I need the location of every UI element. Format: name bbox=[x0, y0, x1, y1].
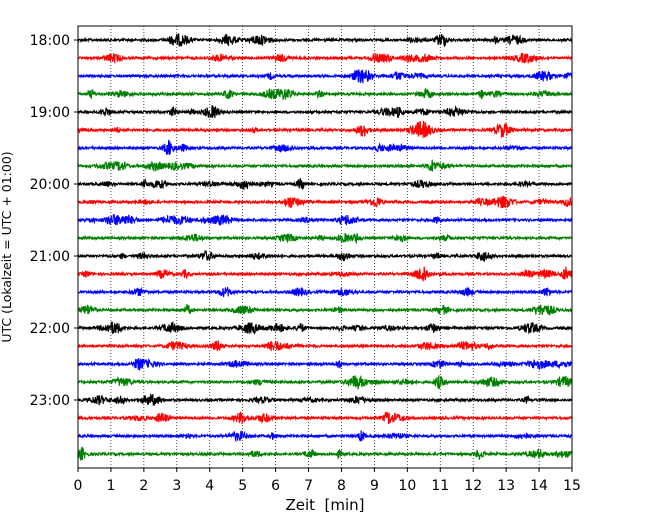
trace-line bbox=[77, 375, 573, 390]
trace-line bbox=[77, 340, 573, 352]
trace-line bbox=[77, 159, 573, 173]
trace-line bbox=[77, 213, 573, 226]
x-axis-ticks: 0 1 2 3 4 5 6 7 8 9 10 11 12 13 14 15 bbox=[74, 468, 581, 494]
x-tick-label: 6 bbox=[271, 478, 280, 494]
x-tick-label: 2 bbox=[139, 478, 148, 494]
x-tick-label: 12 bbox=[464, 478, 482, 494]
trace-line bbox=[77, 357, 573, 371]
y-tick-label: 18:00 bbox=[30, 33, 70, 49]
x-tick-label: 8 bbox=[337, 478, 346, 494]
trace-line bbox=[77, 120, 572, 139]
y-tick-label: 22:00 bbox=[30, 321, 70, 337]
x-tick-label: 10 bbox=[398, 478, 416, 494]
trace-line bbox=[77, 266, 573, 282]
trace-line bbox=[77, 392, 573, 407]
trace-line bbox=[77, 87, 573, 100]
y-tick-label: 21:00 bbox=[30, 249, 70, 265]
trace-line bbox=[77, 446, 573, 461]
trace-line bbox=[77, 286, 573, 298]
trace-line bbox=[77, 139, 573, 156]
x-tick-label: 4 bbox=[205, 478, 214, 494]
x-tick-label: 0 bbox=[74, 478, 83, 494]
trace-line bbox=[77, 303, 573, 316]
trace-line bbox=[77, 105, 573, 119]
trace-line bbox=[77, 177, 573, 191]
trace-line bbox=[77, 430, 573, 443]
trace-line bbox=[77, 195, 573, 209]
x-tick-label: 14 bbox=[530, 478, 548, 494]
x-tick-label: 7 bbox=[304, 478, 313, 494]
x-tick-label: 9 bbox=[370, 478, 379, 494]
trace-line bbox=[77, 33, 573, 48]
x-axis-label: Zeit [min] bbox=[285, 496, 364, 514]
y-tick-label: 19:00 bbox=[30, 105, 70, 121]
y-tick-label: 23:00 bbox=[30, 393, 70, 409]
y-axis-ticks: 18:00 19:00 20:00 21:00 22:00 23:00 bbox=[30, 33, 78, 409]
x-tick-label: 5 bbox=[238, 478, 247, 494]
x-tick-label: 15 bbox=[563, 478, 581, 494]
trace-line bbox=[77, 249, 573, 262]
x-tick-label: 11 bbox=[431, 478, 449, 494]
trace-line bbox=[77, 69, 573, 84]
x-tick-label: 1 bbox=[106, 478, 115, 494]
trace-line bbox=[77, 411, 573, 425]
trace-layer bbox=[77, 33, 573, 461]
x-tick-label: 13 bbox=[497, 478, 515, 494]
y-axis-label: UTC (Lokalzeit = UTC + 01:00) bbox=[0, 151, 14, 342]
trace-line bbox=[77, 52, 573, 65]
x-tick-label: 3 bbox=[172, 478, 181, 494]
trace-line bbox=[77, 233, 573, 244]
plot-frame bbox=[77, 25, 573, 469]
y-tick-label: 20:00 bbox=[30, 177, 70, 193]
trace-line bbox=[77, 321, 573, 335]
